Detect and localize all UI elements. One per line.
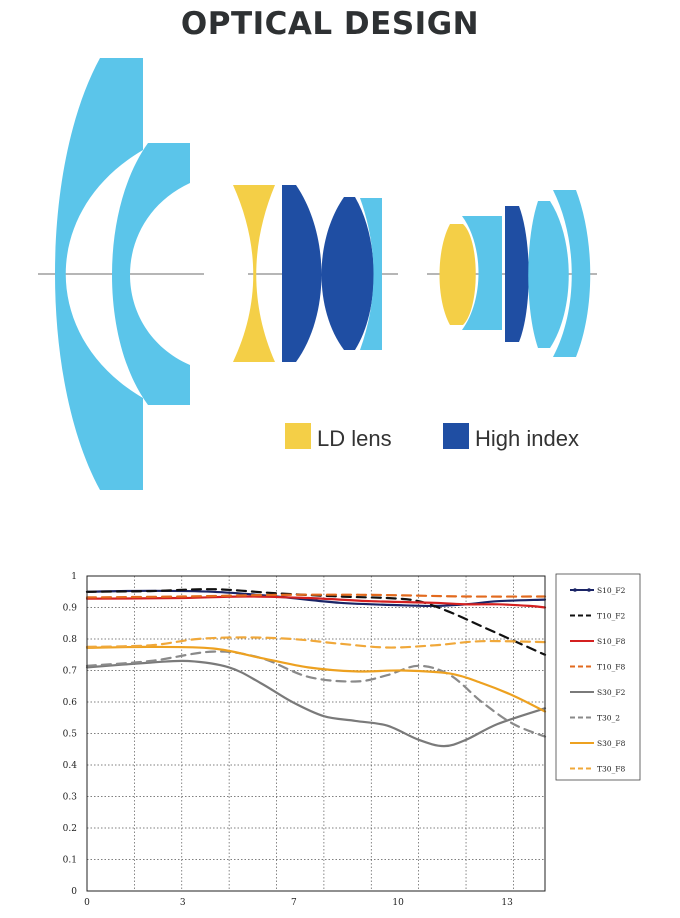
lens-element-7-ld — [439, 224, 476, 325]
series-line-t30-f8 — [85, 636, 547, 649]
lens-element-10 — [528, 201, 569, 348]
lens-element-6 — [360, 198, 382, 350]
y-tick-label: 0.9 — [63, 604, 78, 614]
high-index-swatch — [443, 423, 469, 449]
x-axis-ticks: 0 3 7 10 13 — [84, 898, 513, 908]
y-tick-label: 0.2 — [63, 824, 77, 834]
lens-element-2 — [112, 143, 190, 405]
page-title: OPTICAL DESIGN — [180, 6, 480, 42]
lens-element-3-ld — [233, 185, 275, 362]
ld-lens-label: LD lens — [317, 426, 392, 451]
legend-label-t10-f8: T10_F8 — [597, 663, 625, 672]
y-tick-label: 0.8 — [63, 635, 78, 645]
series-line-t10-f2 — [85, 588, 547, 656]
lens-element-1 — [55, 58, 143, 490]
legend-marker-s10-f2 — [587, 588, 591, 592]
lens-element-8 — [462, 216, 502, 330]
legend-label-s30-f2: S30_F2 — [597, 688, 626, 697]
y-tick-label: 0.6 — [63, 698, 78, 708]
legend-label-t10-f2: T10_F2 — [597, 612, 625, 621]
series-line-t10-f8 — [85, 593, 547, 599]
x-tick-label: 0 — [84, 898, 90, 908]
y-tick-label: 0.7 — [63, 667, 78, 677]
legend-label-t30-2: T30_2 — [597, 714, 620, 723]
series-line-s30-f2 — [85, 659, 547, 748]
legend-marker-s10-f2 — [573, 588, 577, 592]
x-tick-label: 7 — [291, 898, 297, 908]
lens-element-11 — [553, 190, 591, 357]
legend-label-t30-f8: T30_F8 — [597, 765, 625, 774]
legend-label-s10-f8: S10_F8 — [597, 637, 626, 646]
x-tick-label: 3 — [180, 898, 186, 908]
x-tick-label: 13 — [501, 898, 513, 908]
ld-lens-swatch — [285, 423, 311, 449]
series-line-t30-2 — [85, 650, 547, 738]
legend-box — [555, 573, 641, 781]
chart-legend: S10_F2 T10_F2 S10_F8 T10_F8 S30_F2 T30_2 S30_F… — [570, 586, 626, 774]
series-line-s30-f8 — [85, 645, 547, 713]
plot-frame — [86, 575, 546, 892]
x-tick-label: 10 — [392, 898, 404, 908]
y-tick-label: 0.4 — [63, 761, 78, 771]
y-tick-label: 0.5 — [63, 730, 78, 740]
lens-diagram: LD lens High index — [38, 58, 597, 490]
y-tick-label: 0 — [71, 887, 77, 897]
series-line-s10-f8 — [85, 595, 547, 609]
chart-series — [85, 588, 547, 748]
y-tick-label: 1 — [71, 572, 77, 582]
lens-element-9-high-index — [505, 206, 529, 342]
y-tick-label: 0.3 — [63, 793, 78, 803]
y-tick-label: 0.1 — [63, 856, 77, 866]
legend-label-s10-f2: S10_F2 — [597, 586, 626, 595]
lens-element-5-high-index — [321, 197, 374, 350]
y-axis-ticks: 0 0.1 0.2 0.3 0.4 0.5 0.6 0.7 0.8 0.9 1 — [63, 572, 78, 897]
legend-label-s30-f8: S30_F8 — [597, 739, 626, 748]
lens-element-4-high-index — [282, 185, 322, 362]
high-index-label: High index — [475, 426, 579, 451]
